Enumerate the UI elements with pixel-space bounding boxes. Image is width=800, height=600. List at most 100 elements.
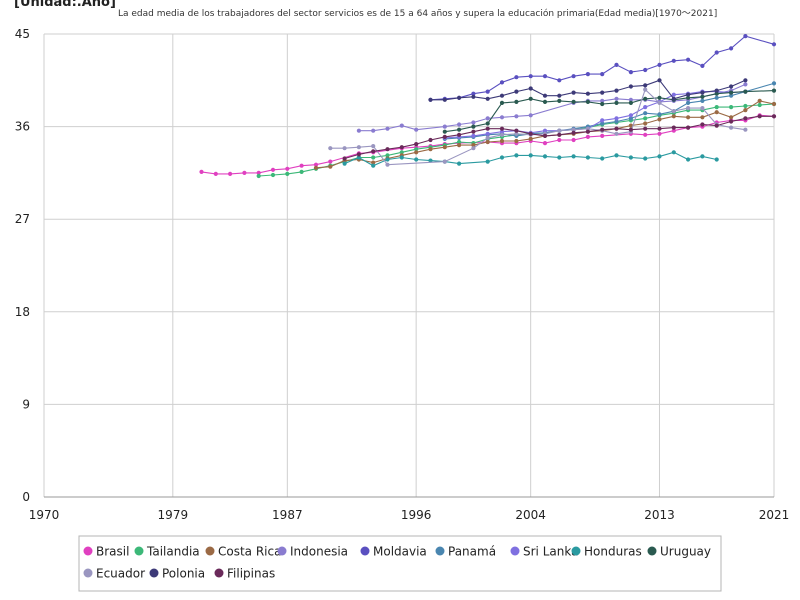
data-point [485,116,490,121]
data-point [571,130,576,135]
data-point [729,105,734,110]
data-point [457,132,462,137]
data-point [686,57,691,62]
data-point [256,173,261,179]
data-point [414,150,419,155]
data-point [385,147,390,152]
data-point [729,119,734,124]
data-point [657,95,662,100]
data-point [600,118,605,123]
data-point [643,121,648,126]
data-point [457,95,462,100]
data-point [600,133,605,138]
data-point [514,128,519,133]
data-point [686,100,691,105]
data-point [628,100,634,105]
data-point [499,93,505,98]
data-point [471,133,476,138]
data-point [399,150,404,155]
grid [43,33,775,498]
data-point [356,128,361,133]
data-point [499,80,505,85]
data-point [457,143,462,148]
legend-label: Costa Rica [218,545,281,559]
data-point [614,131,619,136]
data-point [686,157,691,162]
legend-marker [360,546,370,556]
data-point [442,159,447,164]
data-point [700,154,705,159]
data-point [714,123,719,128]
data-point [385,162,390,167]
data-point [485,131,490,136]
data-point [428,158,433,163]
data-point [686,106,691,111]
data-point [614,116,619,121]
data-point [542,93,548,98]
data-point [729,125,734,130]
data-point [714,110,719,115]
data-point [499,138,505,144]
data-point [442,124,447,129]
data-point [628,113,634,118]
legend-box [78,535,722,592]
data-point [399,155,404,160]
data-point [571,74,576,79]
legend-marker [510,546,520,556]
legend-label: Uruguay [660,545,711,559]
data-point [600,72,605,77]
data-point [571,154,576,159]
series-11 [342,114,777,161]
data-point [643,111,648,116]
series-line [430,35,775,101]
legend-marker [83,568,93,578]
data-point [471,129,476,134]
data-point [385,153,390,158]
data-point [571,127,576,132]
data-point [414,147,419,152]
legend-label: Sri Lanka [523,545,578,559]
data-point [700,98,705,103]
data-point [614,153,619,158]
data-point [571,90,576,95]
data-point [657,78,662,83]
data-point [671,58,676,63]
series-8 [442,88,777,134]
data-point [299,163,304,168]
data-point [671,109,676,114]
data-point [428,137,433,143]
data-point [528,153,533,158]
data-point [514,138,519,144]
chart-title: La edad media de los trabajadores del se… [118,8,717,19]
data-point [671,125,676,130]
data-point [771,42,777,47]
legend-label: Ecuador [96,567,145,581]
data-point [457,161,462,166]
series-line [344,115,774,160]
x-tick-label: 1970 [29,508,60,522]
data-point [485,126,490,131]
data-point [600,98,605,103]
data-point [256,170,261,175]
data-point [628,123,634,128]
data-point [643,126,648,131]
data-point [542,154,548,159]
data-point [771,88,777,93]
data-point [671,114,676,119]
data-point [485,159,490,164]
data-point [514,131,519,136]
data-point [657,112,662,117]
data-point [228,171,233,176]
data-point [628,155,634,160]
data-point [743,108,748,113]
data-point [542,99,548,104]
data-point [356,152,361,157]
data-point [542,74,548,79]
data-point [585,129,591,134]
legend-label: Moldavia [373,545,427,559]
data-point [356,155,361,160]
data-point [356,145,361,150]
data-point [729,84,734,89]
series-7 [342,150,719,168]
data-point [700,106,705,111]
